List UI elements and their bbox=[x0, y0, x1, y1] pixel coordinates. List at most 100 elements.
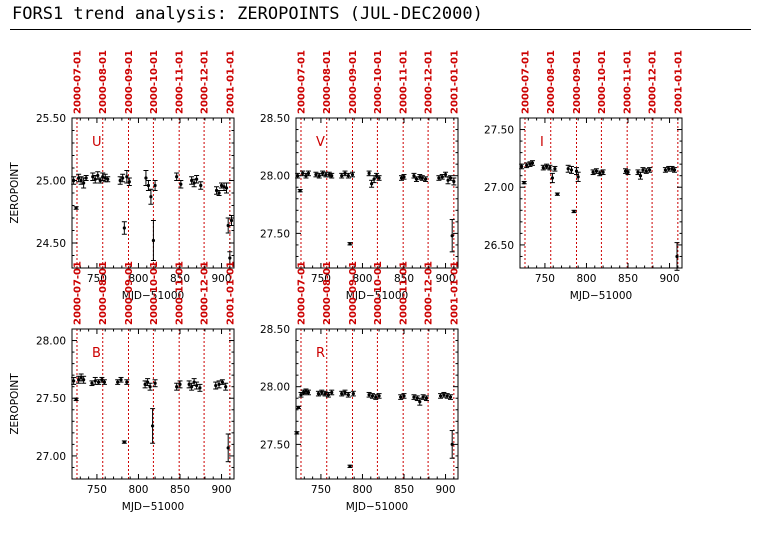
data-point bbox=[223, 382, 229, 391]
data-point bbox=[71, 376, 77, 385]
data-point bbox=[571, 209, 577, 214]
point-marker bbox=[144, 176, 148, 180]
data-point bbox=[376, 175, 382, 181]
point-marker bbox=[74, 397, 78, 401]
data-point bbox=[376, 393, 382, 399]
date-marker-label: 2001-01-01 bbox=[225, 50, 236, 114]
data-point bbox=[229, 215, 235, 226]
point-marker bbox=[222, 185, 226, 189]
point-marker bbox=[195, 177, 199, 181]
point-marker bbox=[72, 178, 76, 183]
point-marker bbox=[594, 169, 599, 173]
chart-panel-v: 2000-07-01 2000-08-01 2000-09-01 2000-10-01… bbox=[260, 50, 460, 302]
data-point bbox=[547, 164, 553, 171]
date-marker-label: 2000-09-01 bbox=[572, 50, 583, 114]
point-marker bbox=[522, 181, 526, 185]
point-marker bbox=[106, 177, 110, 181]
point-marker bbox=[548, 166, 552, 170]
data-point bbox=[121, 440, 127, 444]
point-marker bbox=[146, 183, 151, 188]
point-marker bbox=[576, 175, 580, 179]
chart-panel-r: 2000-07-01 2000-08-01 2000-09-01 2000-10-01… bbox=[260, 261, 460, 513]
date-marker-label: 2000-09-01 bbox=[124, 50, 135, 114]
data-point bbox=[194, 381, 200, 390]
y-axis-label: ZEROPOINT bbox=[9, 373, 21, 435]
data-point bbox=[350, 390, 356, 397]
data-point bbox=[197, 383, 203, 392]
date-marker-label: 2000-09-01 bbox=[124, 261, 135, 325]
data-point bbox=[569, 165, 575, 174]
data-point bbox=[439, 174, 445, 180]
data-point bbox=[347, 464, 353, 468]
point-marker bbox=[149, 195, 153, 199]
point-marker bbox=[119, 378, 123, 382]
y-tick-label: 28.00 bbox=[36, 336, 66, 348]
data-point bbox=[419, 175, 425, 181]
x-tick-label: 900 bbox=[436, 273, 456, 285]
data-point bbox=[147, 382, 153, 391]
point-marker bbox=[301, 171, 305, 175]
y-tick-label: 28.50 bbox=[260, 113, 290, 125]
data-point bbox=[213, 381, 219, 390]
point-marker bbox=[418, 400, 422, 404]
point-marker bbox=[153, 381, 157, 385]
y-axis-label: ZEROPOINT bbox=[9, 162, 21, 224]
data-point bbox=[347, 242, 353, 246]
data-point bbox=[73, 397, 79, 402]
date-marker-label: 2000-10-01 bbox=[597, 50, 608, 114]
data-point bbox=[322, 390, 328, 397]
point-marker bbox=[346, 174, 350, 178]
point-marker bbox=[323, 392, 327, 396]
x-tick-label: 850 bbox=[170, 484, 190, 496]
point-marker bbox=[101, 175, 105, 179]
data-point bbox=[342, 389, 348, 396]
date-marker-label: 2000-11-01 bbox=[175, 50, 186, 114]
point-marker bbox=[443, 172, 448, 177]
data-point bbox=[339, 172, 345, 179]
data-point bbox=[438, 393, 444, 399]
y-tick-label: 28.50 bbox=[260, 324, 290, 336]
data-point bbox=[174, 382, 180, 391]
point-marker bbox=[151, 238, 156, 243]
point-marker bbox=[121, 176, 125, 180]
y-tick-label: 27.00 bbox=[484, 182, 514, 194]
x-tick-label: 750 bbox=[87, 273, 107, 285]
x-tick-label: 800 bbox=[352, 484, 372, 496]
data-point bbox=[145, 180, 151, 191]
data-point bbox=[524, 162, 530, 169]
point-marker bbox=[672, 168, 677, 172]
data-point bbox=[120, 173, 126, 183]
point-marker bbox=[569, 168, 574, 172]
data-point bbox=[420, 394, 426, 400]
point-marker bbox=[226, 223, 230, 228]
date-marker-label: 2001-01-01 bbox=[449, 261, 460, 325]
data-point bbox=[224, 182, 230, 194]
y-tick-label: 28.00 bbox=[260, 171, 290, 183]
data-point bbox=[521, 180, 527, 185]
data-point bbox=[369, 179, 375, 188]
data-point bbox=[349, 171, 355, 178]
point-marker bbox=[324, 172, 328, 177]
band-label: I bbox=[540, 135, 544, 150]
point-marker bbox=[298, 189, 302, 193]
point-marker bbox=[295, 431, 299, 435]
data-point bbox=[448, 394, 454, 400]
y-tick-label: 27.50 bbox=[36, 393, 66, 405]
point-marker bbox=[377, 394, 381, 398]
point-marker bbox=[437, 176, 441, 180]
data-point bbox=[423, 176, 429, 182]
point-marker bbox=[374, 395, 378, 399]
point-marker bbox=[330, 174, 334, 178]
point-marker bbox=[96, 173, 100, 178]
date-marker-label: 2000-07-01 bbox=[72, 261, 83, 325]
x-tick-label: 800 bbox=[128, 484, 148, 496]
point-marker bbox=[530, 161, 535, 165]
y-tick-label: 24.50 bbox=[36, 238, 66, 250]
band-label: R bbox=[316, 346, 325, 361]
point-marker bbox=[122, 226, 126, 230]
data-point bbox=[529, 160, 535, 166]
point-marker bbox=[74, 206, 78, 210]
data-point bbox=[401, 393, 407, 399]
data-point bbox=[313, 171, 319, 178]
chart-panel-b: 2000-07-01 2000-08-01 2000-09-01 2000-10-01… bbox=[9, 261, 236, 513]
